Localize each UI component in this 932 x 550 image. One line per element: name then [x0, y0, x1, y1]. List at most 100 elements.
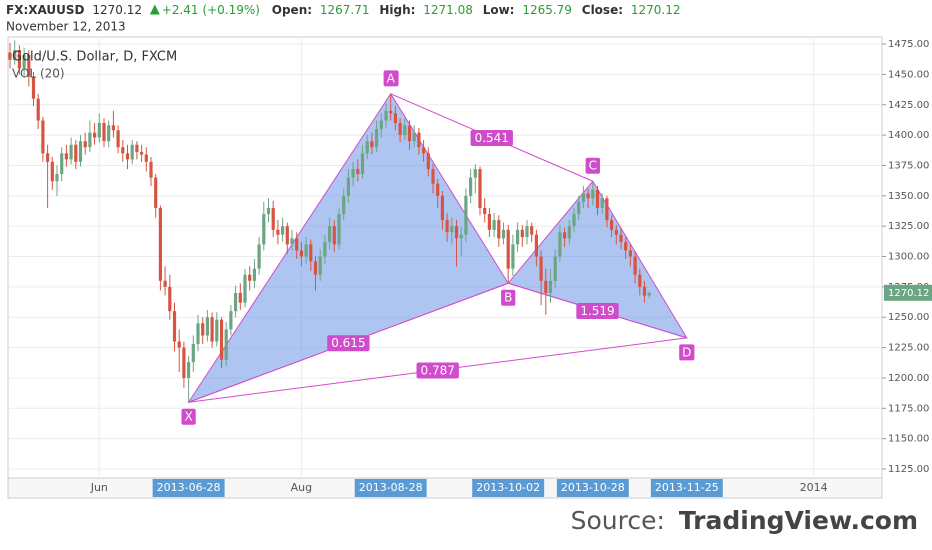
candle-body — [431, 169, 435, 184]
close-value: 1270.12 — [631, 3, 681, 17]
y-tick-label: 1200.00 — [888, 373, 929, 384]
candle-body — [642, 286, 647, 296]
candle-body — [534, 234, 538, 257]
symbol: FX:XAUUSD — [6, 3, 85, 17]
candle-body — [469, 177, 473, 196]
candle-body — [158, 207, 162, 281]
candle-body — [337, 214, 341, 245]
x-tick-label: 2014 — [800, 481, 828, 494]
candle-body — [74, 144, 78, 162]
candle-body — [140, 152, 144, 155]
candle-body — [111, 125, 115, 131]
candle-body — [356, 169, 360, 174]
candle-body — [271, 207, 275, 230]
candle-body — [633, 256, 637, 275]
candle-body — [393, 113, 397, 123]
candle-body — [93, 132, 97, 138]
indicator: VOL (20) — [12, 67, 65, 81]
candle-body — [473, 169, 477, 178]
candle-body — [172, 311, 177, 342]
x-tick-label: Aug — [291, 481, 312, 494]
y-tick-label: 1375.00 — [888, 160, 929, 171]
candle-body — [375, 129, 379, 148]
x-tick-box — [354, 479, 427, 497]
point-label: D — [682, 345, 691, 359]
last-price: 1270.12 — [92, 3, 142, 17]
point-box — [501, 289, 516, 306]
point-box — [181, 408, 196, 425]
candle-body — [309, 244, 313, 262]
candle-body — [436, 183, 440, 196]
candle-body — [313, 261, 318, 275]
candle-body — [262, 214, 266, 245]
candle-body — [628, 250, 632, 257]
low-value: 1265.79 — [522, 3, 572, 17]
ratio-label: 0.541 — [475, 131, 509, 145]
candle-body — [520, 229, 524, 238]
candle-body — [266, 207, 271, 215]
candle-body — [215, 319, 219, 342]
candle-body — [539, 256, 543, 281]
candle-body — [50, 161, 54, 182]
candle-body — [624, 241, 628, 251]
candle-body — [483, 207, 487, 215]
x-tick-label: Jun — [90, 481, 108, 494]
date: November 12, 2013 — [6, 20, 126, 34]
candle-body — [487, 214, 491, 230]
ratio-box — [327, 335, 370, 352]
x-tick-label: 2013-06-28 — [157, 481, 221, 494]
ratio-label: 1.519 — [580, 304, 614, 318]
y-tick-label: 1425.00 — [888, 100, 929, 111]
candle-body — [525, 226, 529, 238]
candle-body — [365, 141, 369, 154]
candle-body — [229, 311, 233, 330]
candle-body — [454, 226, 459, 239]
candle-body — [41, 120, 45, 154]
open-label: Open: — [272, 3, 312, 17]
candle-body — [492, 220, 496, 230]
candle-body — [17, 50, 21, 69]
candle-body — [332, 226, 336, 245]
candle-body — [13, 50, 17, 60]
x-tick-label: 2013-08-28 — [359, 481, 423, 494]
y-tick-label: 1450.00 — [888, 69, 929, 80]
chart-title: Gold/U.S. Dollar, D, FXCM — [12, 50, 177, 65]
close-label: Close: — [582, 3, 623, 17]
candle-body — [459, 234, 463, 239]
candle-body — [581, 193, 585, 202]
high-label: High: — [379, 3, 415, 17]
candle-body — [544, 280, 548, 293]
candle-body — [154, 177, 158, 208]
candle-body — [351, 169, 355, 178]
candle-body — [149, 161, 153, 178]
candle-body — [412, 132, 416, 142]
point-label: A — [387, 71, 396, 85]
candle-body — [403, 125, 407, 136]
source-prefix: Source: — [571, 506, 665, 535]
candle-body — [567, 226, 571, 239]
candle-body — [285, 226, 289, 245]
point-label: X — [184, 410, 192, 424]
candle-body — [187, 362, 191, 378]
open-value: 1267.71 — [320, 3, 370, 17]
ratio-box — [470, 130, 513, 147]
candle-body — [163, 280, 167, 287]
x-tick-box — [152, 479, 225, 497]
low-label: Low: — [483, 3, 515, 17]
x-tick-label: 2013-10-02 — [476, 481, 540, 494]
candle-body — [586, 193, 590, 199]
y-tick-label: 1400.00 — [888, 130, 929, 141]
candle-body — [591, 189, 595, 199]
point-box — [585, 157, 600, 174]
candle-body — [299, 250, 303, 257]
candle-body — [257, 244, 261, 269]
candle-body — [238, 292, 242, 303]
candle-body — [501, 229, 506, 239]
candle-body — [234, 292, 238, 312]
candles — [8, 40, 651, 403]
candle-body — [144, 154, 148, 162]
price-tag-label: 1270.12 — [888, 288, 929, 299]
y-tick-label: 1150.00 — [888, 434, 929, 445]
candle-body — [595, 189, 600, 208]
